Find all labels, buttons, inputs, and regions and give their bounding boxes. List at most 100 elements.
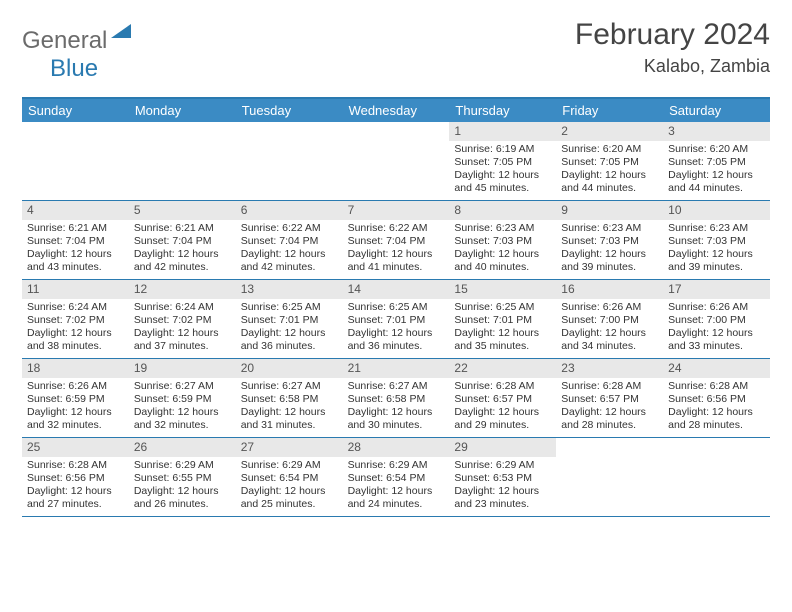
empty-cell [343,122,450,200]
daylight-line: Daylight: 12 hours and 36 minutes. [241,327,338,353]
daylight-line: Daylight: 12 hours and 41 minutes. [348,248,445,274]
sunrise-line: Sunrise: 6:25 AM [241,301,338,314]
day-cell: 22Sunrise: 6:28 AMSunset: 6:57 PMDayligh… [449,359,556,437]
weeks: 1Sunrise: 6:19 AMSunset: 7:05 PMDaylight… [22,122,770,517]
day-cell: 25Sunrise: 6:28 AMSunset: 6:56 PMDayligh… [22,438,129,516]
daylight-line: Daylight: 12 hours and 29 minutes. [454,406,551,432]
sunset-line: Sunset: 7:00 PM [561,314,658,327]
day-number: 7 [343,201,450,220]
sunset-line: Sunset: 6:56 PM [668,393,765,406]
day-details: Sunrise: 6:28 AMSunset: 6:56 PMDaylight:… [22,457,129,516]
day-number: 27 [236,438,343,457]
daylight-line: Daylight: 12 hours and 27 minutes. [27,485,124,511]
sunrise-line: Sunrise: 6:29 AM [454,459,551,472]
day-number: 25 [22,438,129,457]
day-number: 15 [449,280,556,299]
day-number: 29 [449,438,556,457]
empty-cell [236,122,343,200]
day-number: 23 [556,359,663,378]
week-row: 11Sunrise: 6:24 AMSunset: 7:02 PMDayligh… [22,280,770,359]
day-number: 2 [556,122,663,141]
day-number: 14 [343,280,450,299]
day-number: 21 [343,359,450,378]
sunset-line: Sunset: 7:03 PM [561,235,658,248]
daylight-line: Daylight: 12 hours and 33 minutes. [668,327,765,353]
sunset-line: Sunset: 6:54 PM [348,472,445,485]
sunrise-line: Sunrise: 6:27 AM [134,380,231,393]
sunset-line: Sunset: 7:01 PM [348,314,445,327]
sunset-line: Sunset: 7:05 PM [561,156,658,169]
sunrise-line: Sunrise: 6:26 AM [561,301,658,314]
day-number: 17 [663,280,770,299]
week-row: 4Sunrise: 6:21 AMSunset: 7:04 PMDaylight… [22,201,770,280]
empty-cell [663,438,770,516]
day-number: 18 [22,359,129,378]
day-cell: 21Sunrise: 6:27 AMSunset: 6:58 PMDayligh… [343,359,450,437]
sunset-line: Sunset: 7:05 PM [454,156,551,169]
daylight-line: Daylight: 12 hours and 28 minutes. [561,406,658,432]
day-number: 22 [449,359,556,378]
day-cell: 9Sunrise: 6:23 AMSunset: 7:03 PMDaylight… [556,201,663,279]
sunset-line: Sunset: 7:04 PM [241,235,338,248]
daylight-line: Daylight: 12 hours and 40 minutes. [454,248,551,274]
day-cell: 12Sunrise: 6:24 AMSunset: 7:02 PMDayligh… [129,280,236,358]
day-number: 11 [22,280,129,299]
sunset-line: Sunset: 7:00 PM [668,314,765,327]
day-number: 13 [236,280,343,299]
day-details: Sunrise: 6:28 AMSunset: 6:57 PMDaylight:… [449,378,556,437]
day-details: Sunrise: 6:24 AMSunset: 7:02 PMDaylight:… [22,299,129,358]
day-cell: 14Sunrise: 6:25 AMSunset: 7:01 PMDayligh… [343,280,450,358]
day-details: Sunrise: 6:19 AMSunset: 7:05 PMDaylight:… [449,141,556,200]
sunrise-line: Sunrise: 6:27 AM [241,380,338,393]
day-number: 16 [556,280,663,299]
day-number: 6 [236,201,343,220]
sunrise-line: Sunrise: 6:25 AM [454,301,551,314]
daylight-line: Daylight: 12 hours and 23 minutes. [454,485,551,511]
day-details: Sunrise: 6:26 AMSunset: 6:59 PMDaylight:… [22,378,129,437]
day-number: 9 [556,201,663,220]
day-cell: 1Sunrise: 6:19 AMSunset: 7:05 PMDaylight… [449,122,556,200]
day-details: Sunrise: 6:21 AMSunset: 7:04 PMDaylight:… [129,220,236,279]
day-cell: 7Sunrise: 6:22 AMSunset: 7:04 PMDaylight… [343,201,450,279]
daylight-line: Daylight: 12 hours and 26 minutes. [134,485,231,511]
sunrise-line: Sunrise: 6:20 AM [668,143,765,156]
day-details: Sunrise: 6:26 AMSunset: 7:00 PMDaylight:… [663,299,770,358]
day-number: 28 [343,438,450,457]
day-details: Sunrise: 6:29 AMSunset: 6:54 PMDaylight:… [236,457,343,516]
sunrise-line: Sunrise: 6:22 AM [241,222,338,235]
title-block: February 2024 Kalabo, Zambia [575,18,770,77]
daylight-line: Daylight: 12 hours and 39 minutes. [561,248,658,274]
header: General February 2024 Kalabo, Zambia [22,18,770,77]
sunrise-line: Sunrise: 6:25 AM [348,301,445,314]
day-cell: 4Sunrise: 6:21 AMSunset: 7:04 PMDaylight… [22,201,129,279]
sunrise-line: Sunrise: 6:26 AM [27,380,124,393]
daylight-line: Daylight: 12 hours and 30 minutes. [348,406,445,432]
day-cell: 2Sunrise: 6:20 AMSunset: 7:05 PMDaylight… [556,122,663,200]
empty-cell [129,122,236,200]
sunrise-line: Sunrise: 6:23 AM [668,222,765,235]
empty-cell [22,122,129,200]
sunset-line: Sunset: 7:05 PM [668,156,765,169]
day-number: 24 [663,359,770,378]
sunset-line: Sunset: 6:53 PM [454,472,551,485]
day-details: Sunrise: 6:24 AMSunset: 7:02 PMDaylight:… [129,299,236,358]
week-row: 1Sunrise: 6:19 AMSunset: 7:05 PMDaylight… [22,122,770,201]
sunset-line: Sunset: 7:02 PM [134,314,231,327]
sunset-line: Sunset: 7:03 PM [454,235,551,248]
sunset-line: Sunset: 6:58 PM [348,393,445,406]
day-cell: 10Sunrise: 6:23 AMSunset: 7:03 PMDayligh… [663,201,770,279]
day-number: 3 [663,122,770,141]
daylight-line: Daylight: 12 hours and 39 minutes. [668,248,765,274]
day-cell: 19Sunrise: 6:27 AMSunset: 6:59 PMDayligh… [129,359,236,437]
day-header: Thursday [449,99,556,122]
sunset-line: Sunset: 7:01 PM [241,314,338,327]
day-details: Sunrise: 6:22 AMSunset: 7:04 PMDaylight:… [236,220,343,279]
sunset-line: Sunset: 7:04 PM [348,235,445,248]
day-details: Sunrise: 6:23 AMSunset: 7:03 PMDaylight:… [556,220,663,279]
day-details: Sunrise: 6:25 AMSunset: 7:01 PMDaylight:… [343,299,450,358]
sunrise-line: Sunrise: 6:23 AM [454,222,551,235]
logo: General [22,24,133,57]
sunset-line: Sunset: 7:02 PM [27,314,124,327]
sunrise-line: Sunrise: 6:29 AM [134,459,231,472]
daylight-line: Daylight: 12 hours and 44 minutes. [561,169,658,195]
